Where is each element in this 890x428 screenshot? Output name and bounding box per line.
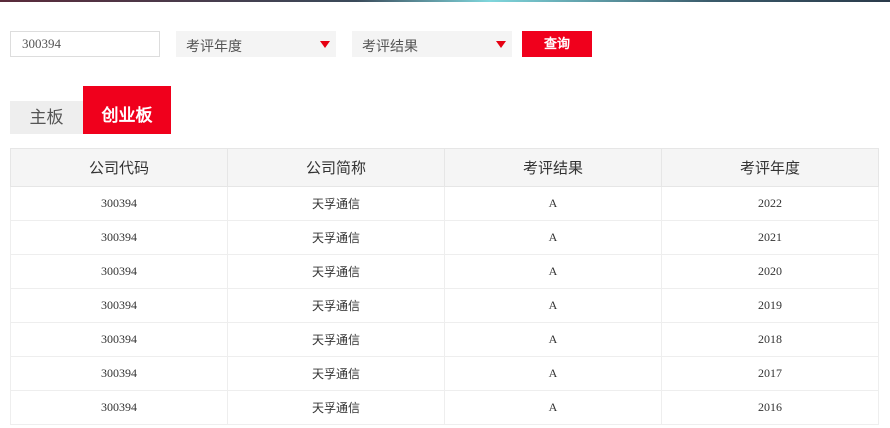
table-cell: 2021 [661,220,879,255]
table-cell: 天孚通信 [227,356,445,391]
table-cell: A [444,288,662,323]
company-code-input[interactable] [10,31,160,57]
year-select[interactable]: 考评年度 [176,31,336,57]
table-cell: 300394 [10,322,228,357]
table-cell: 300394 [10,254,228,289]
table-cell: 2019 [661,288,879,323]
table-cell: 300394 [10,220,228,255]
result-select[interactable]: 考评结果 [352,31,512,57]
top-accent-line [0,0,890,2]
tab-chinext[interactable]: 创业板 [83,86,171,134]
query-button[interactable]: 查询 [522,31,592,57]
table-body: 300394 天孚通信 A 2022 300394 天孚通信 A 2021 300394 天孚通信… [10,186,879,425]
table-row: 300394 天孚通信 A 2019 [10,288,879,323]
year-select-label: 考评年度 [186,40,242,55]
table-row: 300394 天孚通信 A 2021 [10,220,879,255]
table-cell: A [444,356,662,391]
table-cell: 天孚通信 [227,390,445,425]
table-cell: A [444,254,662,289]
table-cell: 2018 [661,322,879,357]
dropdown-arrow-icon [496,41,506,48]
table-cell: 2022 [661,186,879,221]
column-header: 公司简称 [227,148,445,187]
table-row: 300394 天孚通信 A 2022 [10,186,879,221]
table-cell: 2017 [661,356,879,391]
table-cell: 天孚通信 [227,322,445,357]
table-cell: 天孚通信 [227,186,445,221]
table-cell: A [444,186,662,221]
table-cell: 2016 [661,390,879,425]
table-cell: 2020 [661,254,879,289]
table-cell: A [444,220,662,255]
table-cell: 300394 [10,356,228,391]
table-row: 300394 天孚通信 A 2018 [10,322,879,357]
header-row: 公司代码 公司简称 考评结果 考评年度 [10,148,879,187]
column-header: 考评年度 [661,148,879,187]
table-row: 300394 天孚通信 A 2016 [10,390,879,425]
table-cell: 天孚通信 [227,254,445,289]
table-cell: 天孚通信 [227,288,445,323]
table-cell: 300394 [10,288,228,323]
table-row: 300394 天孚通信 A 2017 [10,356,879,391]
table-cell: A [444,322,662,357]
results-table: 公司代码 公司简称 考评结果 考评年度 300394 天孚通信 A 2022 300394 天孚通… [10,148,879,425]
column-header: 公司代码 [10,148,228,187]
table-cell: A [444,390,662,425]
table-cell: 300394 [10,186,228,221]
tab-main-board[interactable]: 主板 [10,101,83,134]
table-cell: 天孚通信 [227,220,445,255]
table-cell: 300394 [10,390,228,425]
table-row: 300394 天孚通信 A 2020 [10,254,879,289]
result-select-label: 考评结果 [362,40,418,55]
dropdown-arrow-icon [320,41,330,48]
column-header: 考评结果 [444,148,662,187]
